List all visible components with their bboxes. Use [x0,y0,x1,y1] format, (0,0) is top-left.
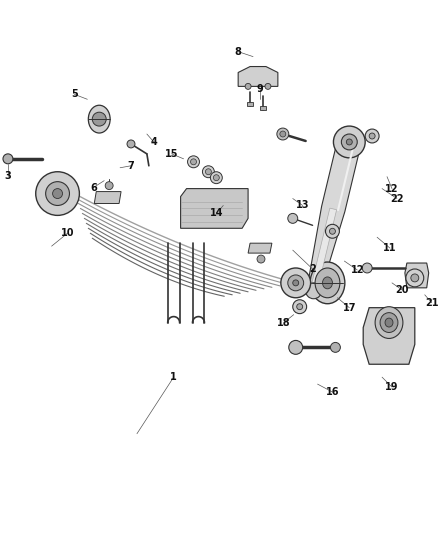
Text: 14: 14 [210,208,223,219]
Circle shape [306,283,321,299]
Circle shape [325,224,339,238]
Text: 5: 5 [71,90,78,99]
Circle shape [92,112,106,126]
Polygon shape [94,191,121,204]
Text: 20: 20 [395,285,409,295]
Text: 11: 11 [383,243,397,253]
Polygon shape [238,67,278,86]
Text: 4: 4 [150,137,157,147]
Circle shape [369,133,375,139]
Ellipse shape [385,318,393,327]
Text: 7: 7 [127,161,134,171]
Polygon shape [310,208,337,292]
Text: 1: 1 [170,372,177,382]
Circle shape [411,274,419,282]
Circle shape [245,83,251,90]
Circle shape [205,169,212,175]
Circle shape [330,342,340,352]
Text: 8: 8 [235,47,242,56]
Circle shape [293,300,307,313]
Circle shape [3,154,13,164]
Polygon shape [180,189,248,228]
Text: 16: 16 [326,387,339,397]
Circle shape [53,189,63,198]
Text: 10: 10 [61,228,74,238]
Ellipse shape [88,105,110,133]
Text: 21: 21 [425,298,438,308]
Polygon shape [363,308,415,364]
Bar [260,106,266,110]
Circle shape [277,128,289,140]
Text: 18: 18 [277,318,291,328]
Circle shape [46,182,70,205]
Text: 12: 12 [385,183,399,193]
Circle shape [293,280,299,286]
Circle shape [365,129,379,143]
Text: 12: 12 [350,265,364,275]
Text: 13: 13 [296,200,309,211]
Circle shape [202,166,214,177]
Ellipse shape [322,277,332,289]
Circle shape [362,263,372,273]
Circle shape [36,172,79,215]
Polygon shape [405,263,429,288]
Circle shape [288,275,304,291]
Circle shape [281,268,311,298]
Text: 17: 17 [343,303,356,313]
Circle shape [346,139,352,145]
Text: 6: 6 [90,183,97,192]
Bar [247,102,253,106]
Circle shape [288,213,298,223]
Circle shape [333,126,365,158]
Text: 22: 22 [390,193,404,204]
Ellipse shape [310,262,345,304]
Circle shape [406,269,424,287]
Circle shape [257,255,265,263]
Ellipse shape [315,268,340,298]
Circle shape [127,140,135,148]
Polygon shape [248,243,272,253]
Circle shape [187,156,199,168]
Text: 15: 15 [165,149,178,159]
Text: 19: 19 [385,382,399,392]
Text: 9: 9 [257,84,263,94]
Text: 2: 2 [309,264,316,274]
Circle shape [191,159,197,165]
Circle shape [329,228,336,234]
Circle shape [280,131,286,137]
Circle shape [265,83,271,90]
Circle shape [213,175,219,181]
Polygon shape [307,139,361,293]
Circle shape [105,182,113,190]
Text: 3: 3 [4,171,11,181]
Circle shape [210,172,223,184]
Ellipse shape [380,313,398,333]
Ellipse shape [375,306,403,338]
Circle shape [289,341,303,354]
Circle shape [297,304,303,310]
Circle shape [341,134,357,150]
